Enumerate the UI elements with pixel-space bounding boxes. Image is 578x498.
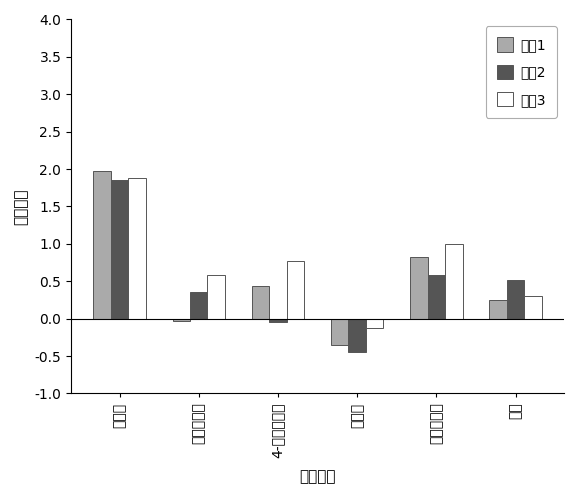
Bar — [366, 319, 383, 328]
Y-axis label: 平均增益: 平均增益 — [14, 188, 29, 225]
Bar — [331, 319, 349, 345]
Bar — [410, 256, 428, 319]
Bar — [349, 319, 366, 352]
Bar — [111, 180, 128, 319]
Bar — [208, 275, 225, 319]
Bar — [490, 300, 507, 319]
Bar — [94, 171, 111, 319]
X-axis label: 外源物质: 外源物质 — [299, 469, 336, 484]
Bar — [190, 292, 208, 319]
Bar — [507, 280, 524, 319]
Bar — [428, 275, 445, 319]
Legend: 浓度1, 浓度2, 浓度3: 浓度1, 浓度2, 浓度3 — [486, 26, 557, 118]
Bar — [287, 261, 304, 319]
Bar — [269, 319, 287, 322]
Bar — [173, 319, 190, 321]
Bar — [128, 178, 146, 319]
Bar — [445, 244, 462, 319]
Bar — [252, 286, 269, 319]
Bar — [524, 296, 542, 319]
